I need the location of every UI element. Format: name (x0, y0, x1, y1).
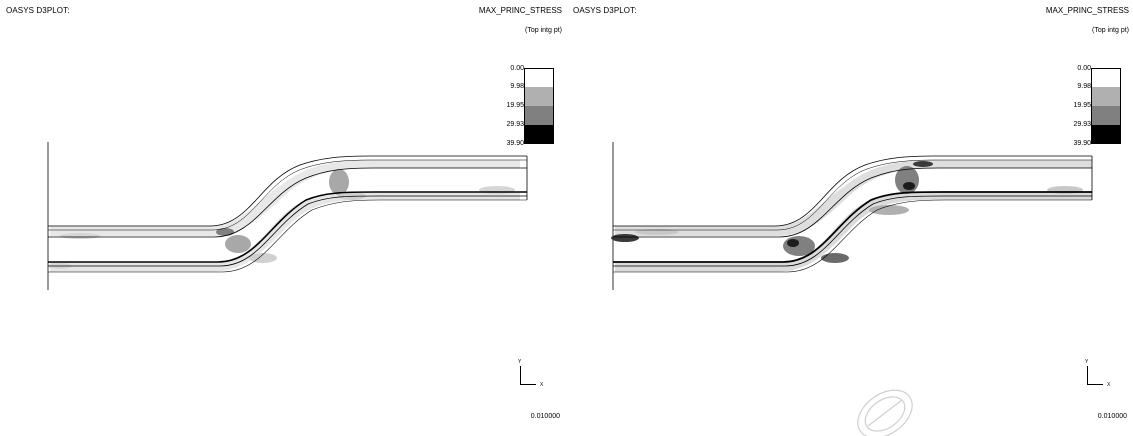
contour-legend: 0.00 9.98 19.95 29.93 39.90 (1037, 65, 1127, 147)
tube-outlines (48, 155, 528, 273)
legend-label: 0.00 (510, 65, 524, 72)
legend-label: 39.90 (1073, 140, 1091, 147)
axis-y-line (1087, 366, 1088, 384)
legend-swatch (1091, 87, 1121, 106)
axis-y-line (520, 366, 521, 384)
time-value: 0.010000 (1097, 413, 1127, 420)
axis-x-label: X (1107, 382, 1111, 388)
result-title: MAX_PRINC_STRESS (478, 6, 562, 15)
legend-swatch (524, 125, 554, 144)
legend-swatch (524, 87, 554, 106)
legend-label: 29.93 (506, 121, 524, 128)
axis-x-label: X (540, 382, 544, 388)
plot-panel-left[interactable]: OASYS D3PLOT: MAX_PRINC_STRESS (Top intg… (0, 0, 566, 428)
tube-outlines (613, 155, 1093, 273)
legend-swatch (1091, 106, 1121, 125)
axis-x-line (1087, 384, 1103, 385)
legend-label: 39.90 (506, 140, 524, 147)
legend-label: 29.93 (1073, 121, 1091, 128)
axis-y-label: Y (1085, 359, 1089, 365)
legend-label: 19.95 (1073, 102, 1091, 109)
contour-legend: 0.00 9.98 19.95 29.93 39.90 (470, 65, 560, 147)
legend-label: 9.98 (1077, 83, 1091, 90)
fe-model-view[interactable] (0, 0, 566, 428)
axis-triad: Y X (1081, 358, 1111, 388)
legend-label: 19.95 (506, 102, 524, 109)
app-title: OASYS D3PLOT: (573, 6, 637, 15)
legend-swatch (1091, 68, 1121, 87)
watermark-logo-icon (857, 389, 913, 436)
fe-model-view[interactable] (567, 0, 1133, 428)
result-title: MAX_PRINC_STRESS (1045, 6, 1129, 15)
time-value: 0.010000 (530, 413, 560, 420)
result-subtitle: (Top intg pt) (1092, 27, 1129, 34)
axis-x-line (520, 384, 536, 385)
axis-y-label: Y (518, 359, 522, 365)
axis-triad: Y X (514, 358, 544, 388)
app-title: OASYS D3PLOT: (6, 6, 70, 15)
stress-contours (48, 160, 520, 272)
plot-panel-right[interactable]: OASYS D3PLOT: MAX_PRINC_STRESS (Top intg… (567, 0, 1133, 428)
result-subtitle: (Top intg pt) (525, 27, 562, 34)
legend-label: 0.00 (1077, 65, 1091, 72)
legend-swatch (524, 68, 554, 87)
legend-swatch (524, 106, 554, 125)
legend-label: 9.98 (510, 83, 524, 90)
legend-swatch (1091, 125, 1121, 144)
